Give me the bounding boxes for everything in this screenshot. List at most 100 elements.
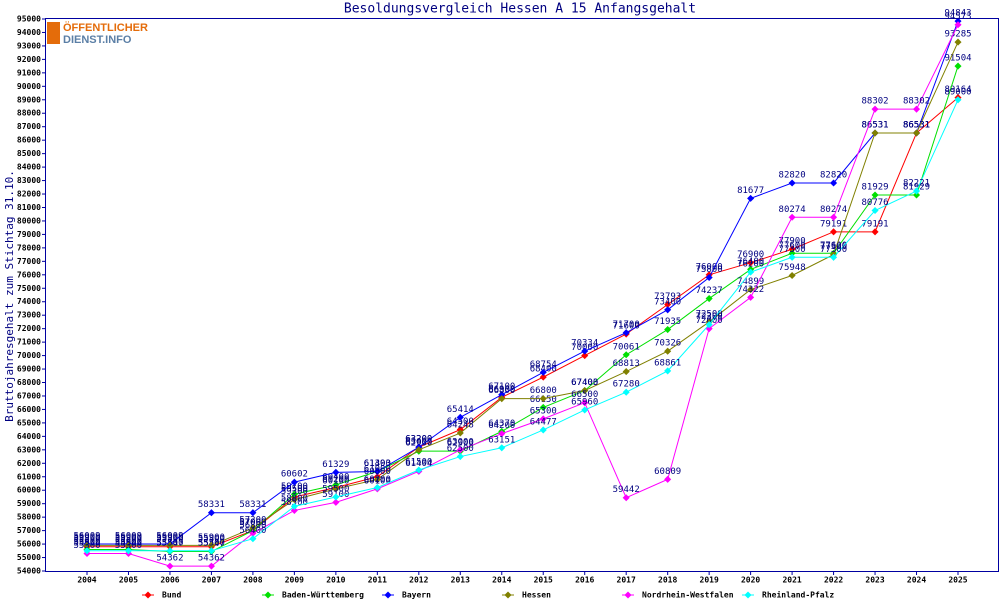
data-label: 63000 xyxy=(447,437,474,447)
x-tick-label: 2005 xyxy=(119,576,138,585)
y-tick-label: 82000 xyxy=(17,190,41,199)
data-label: 72500 xyxy=(696,309,723,319)
data-label: 63151 xyxy=(488,435,515,445)
legend-label: Nordrhein-Westfalen xyxy=(642,590,734,600)
data-label: 61500 xyxy=(405,458,432,468)
y-tick-label: 91000 xyxy=(17,68,41,77)
point xyxy=(954,38,962,46)
y-tick-label: 60000 xyxy=(17,486,41,495)
data-label: 63200 xyxy=(405,435,432,445)
y-tick-label: 74000 xyxy=(17,297,41,306)
point xyxy=(166,541,174,549)
data-label: 55500 xyxy=(156,538,183,548)
point xyxy=(290,506,298,514)
data-label: 60800 xyxy=(364,467,391,477)
y-tick-label: 79000 xyxy=(17,230,41,239)
point xyxy=(871,191,879,199)
data-label: 66800 xyxy=(488,386,515,396)
point xyxy=(539,403,547,411)
point xyxy=(954,62,962,70)
data-label: 55800 xyxy=(156,534,183,544)
point xyxy=(954,17,962,25)
data-label: 61329 xyxy=(322,460,349,470)
y-tick-label: 55000 xyxy=(17,553,41,562)
x-tick-label: 2004 xyxy=(77,576,96,585)
data-label: 55500 xyxy=(115,538,142,548)
x-tick-label: 2016 xyxy=(575,576,594,585)
point xyxy=(373,483,381,492)
chart-title: Besoldungsvergleich Hessen A 15 Anfangsg… xyxy=(344,2,696,17)
y-tick-label: 93000 xyxy=(17,41,41,50)
data-label: 61400 xyxy=(364,459,391,469)
data-label: 71600 xyxy=(613,322,640,332)
data-label: 75948 xyxy=(779,263,806,273)
y-tick-label: 75000 xyxy=(17,284,41,293)
y-tick-label: 69000 xyxy=(17,365,41,374)
data-label: 60100 xyxy=(364,476,391,486)
point xyxy=(166,547,174,555)
logo-icon xyxy=(47,22,60,44)
point xyxy=(747,259,755,267)
data-label: 73400 xyxy=(654,297,681,307)
x-tick-label: 2025 xyxy=(948,576,967,585)
data-label: 65300 xyxy=(530,406,557,416)
point xyxy=(373,467,381,476)
point xyxy=(871,206,879,215)
data-label: 55500 xyxy=(198,538,225,548)
y-tick-label: 71000 xyxy=(17,338,41,347)
data-label: 66800 xyxy=(530,386,557,396)
data-label: 56009 xyxy=(156,531,183,541)
point xyxy=(581,399,589,407)
data-label: 77300 xyxy=(779,245,806,255)
point xyxy=(954,21,962,29)
y-tick-label: 81000 xyxy=(17,203,41,212)
y-tick-label: 63000 xyxy=(17,445,41,454)
point xyxy=(249,509,257,517)
data-label: 61404 xyxy=(405,459,432,469)
point xyxy=(581,387,589,395)
series-line xyxy=(87,41,959,546)
y-tick-label: 90000 xyxy=(17,82,41,91)
data-label: 88302 xyxy=(903,97,930,107)
data-label: 55800 xyxy=(198,534,225,544)
data-label: 80776 xyxy=(862,198,889,208)
y-tick-label: 94000 xyxy=(17,28,41,37)
data-label: 94573 xyxy=(944,12,971,22)
point xyxy=(788,213,796,221)
y-tick-label: 56000 xyxy=(17,540,41,549)
data-label: 55800 xyxy=(115,534,142,544)
point xyxy=(747,293,755,301)
point xyxy=(498,395,506,403)
data-label: 58331 xyxy=(239,500,266,510)
data-label: 76900 xyxy=(737,250,764,260)
point xyxy=(456,446,464,454)
data-label: 67280 xyxy=(613,380,640,390)
point xyxy=(456,413,464,421)
x-tick-label: 2018 xyxy=(658,576,677,585)
point xyxy=(498,444,506,452)
data-label: 68754 xyxy=(530,360,557,370)
data-label: 54362 xyxy=(156,554,183,564)
x-tick-label: 2008 xyxy=(243,576,262,585)
point xyxy=(664,300,672,309)
point xyxy=(581,406,589,414)
point xyxy=(622,351,630,359)
data-label: 82820 xyxy=(779,170,806,180)
x-tick-label: 2023 xyxy=(865,576,884,585)
data-label: 63000 xyxy=(405,437,432,447)
data-label: 94843 xyxy=(944,9,971,19)
data-label: 59500 xyxy=(322,484,349,494)
point xyxy=(332,493,340,501)
data-label: 67400 xyxy=(571,378,598,388)
point xyxy=(622,494,630,502)
data-label: 77600 xyxy=(820,241,847,251)
data-label: 56400 xyxy=(239,526,266,536)
data-label: 86531 xyxy=(903,121,930,131)
point xyxy=(664,367,672,375)
data-label: 86531 xyxy=(862,121,889,131)
y-tick-label: 57000 xyxy=(17,526,41,535)
y-tick-label: 77000 xyxy=(17,257,41,266)
x-tick-label: 2012 xyxy=(409,576,428,585)
point xyxy=(124,547,133,555)
